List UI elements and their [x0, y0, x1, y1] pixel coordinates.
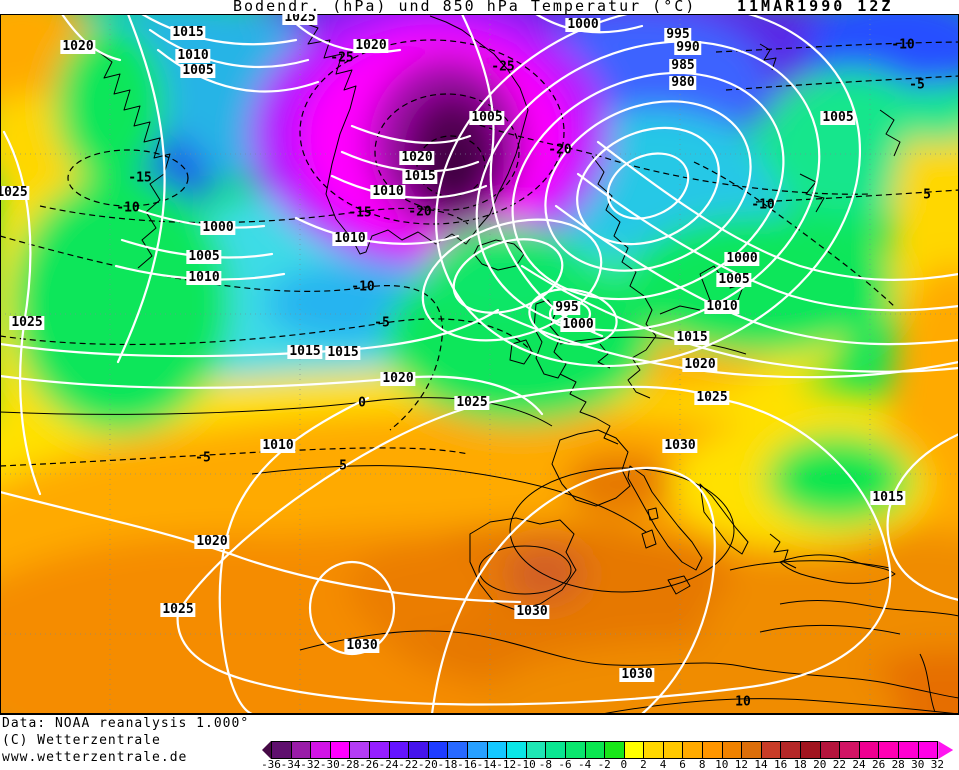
colorbar-segment	[487, 742, 508, 758]
colorbar-tick: -32	[300, 758, 321, 770]
colorbar-tick: 16	[773, 758, 788, 770]
colorbar-segment	[761, 742, 782, 758]
colorbar-segment	[565, 742, 586, 758]
colorbar-segment	[526, 742, 547, 758]
colorbar-tick: -26	[359, 758, 379, 770]
colorbar-segment	[409, 742, 429, 758]
colorbar-tick: 0	[620, 758, 628, 770]
colorbar-tick: -22	[398, 758, 419, 770]
colorbar-segment	[879, 742, 899, 758]
data-source-text: Data: NOAA reanalysis 1.000°	[2, 716, 250, 731]
colorbar-tick: 18	[793, 758, 807, 770]
colorbar-tick: 20	[813, 758, 827, 770]
colorbar-segment	[428, 742, 449, 758]
colorbar-tick: 6	[679, 758, 686, 770]
colorbar-segment	[330, 742, 351, 758]
colorbar-segment	[585, 742, 606, 758]
colorbar-tick: 8	[698, 758, 706, 770]
colorbar-segment	[311, 742, 331, 758]
colorbar-tick: 14	[754, 758, 768, 770]
colorbar-tick: -16	[457, 758, 477, 770]
colorbar-segment	[899, 742, 919, 758]
colorbar-tick: -6	[558, 758, 572, 770]
colorbar-segment	[624, 742, 645, 758]
colorbar-tick: -34	[280, 758, 301, 770]
colorbar-tick: -8	[538, 758, 553, 770]
colorbar-tick: -4	[577, 758, 592, 770]
colorbar-segment	[272, 742, 292, 758]
colorbar-tick: -18	[437, 758, 458, 770]
colorbar-segment	[605, 742, 625, 758]
colorbar-arrow-right	[938, 741, 954, 759]
colorbar-tick: -2	[597, 758, 611, 770]
colorbar-segment	[644, 742, 664, 758]
temp-contours-solid	[0, 336, 959, 715]
colorbar-tick: -14	[476, 758, 497, 770]
colorbar-segment	[291, 742, 312, 758]
colorbar-tick: -10	[515, 758, 536, 770]
colorbar-segment	[918, 742, 938, 758]
temp-contours-dashed	[0, 39, 959, 467]
header: Bodendr. (hPa) und 850 hPa Temperatur (°…	[0, 0, 959, 14]
colorbar-segment	[663, 742, 684, 758]
colorbar-segment	[369, 742, 390, 758]
website-text: www.wetterzentrale.de	[2, 750, 188, 765]
colorbar-segment	[448, 742, 468, 758]
colorbar-segment	[840, 742, 860, 758]
colorbar-tick: -12	[496, 758, 517, 770]
colorbar-segment	[801, 742, 821, 758]
colorbar-tick: -20	[417, 758, 438, 770]
colorbar	[262, 741, 954, 759]
colorbar-tick: 32	[930, 758, 945, 770]
colorbar-segment	[722, 742, 743, 758]
colorbar-arrow-left	[262, 741, 271, 759]
colorbar-segment	[859, 742, 880, 758]
graticule	[0, 14, 959, 714]
map-datetime: 11MAR1990 12Z	[737, 0, 894, 15]
colorbar-tick: 22	[832, 758, 847, 770]
colorbar-segment	[467, 742, 488, 758]
colorbar-segments	[271, 741, 939, 759]
colorbar-tick: 26	[871, 758, 886, 770]
colorbar-tick: 4	[659, 758, 667, 770]
colorbar-tick: 28	[891, 758, 905, 770]
colorbar-tick: -28	[339, 758, 360, 770]
page-title: Bodendr. (hPa) und 850 hPa Temperatur (°…	[233, 0, 697, 15]
colorbar-tick: 30	[911, 758, 925, 770]
colorbar-tick: 24	[852, 758, 866, 770]
colorbar-ticks: -36 -34 -32 -30 -28 -26 -24 -22 -20 -18 -16 -14 -12-…	[0, 759, 959, 770]
colorbar-segment	[703, 742, 723, 758]
colorbar-segment	[507, 742, 527, 758]
colorbar-segment	[683, 742, 704, 758]
colorbar-tick: 12	[734, 758, 749, 770]
colorbar-tick: -24	[378, 758, 399, 770]
colorbar-segment	[546, 742, 566, 758]
colorbar-segment	[742, 742, 762, 758]
colorbar-segment	[389, 742, 410, 758]
colorbar-segment	[350, 742, 370, 758]
colorbar-segment	[781, 742, 802, 758]
colorbar-tick: 10	[715, 758, 729, 770]
colorbar-tick: -36	[261, 758, 281, 770]
colorbar-tick: 2	[640, 758, 647, 770]
colorbar-segment	[820, 742, 841, 758]
copyright-text: (C) Wetterzentrale	[2, 733, 161, 748]
colorbar-tick: -30	[319, 758, 340, 770]
